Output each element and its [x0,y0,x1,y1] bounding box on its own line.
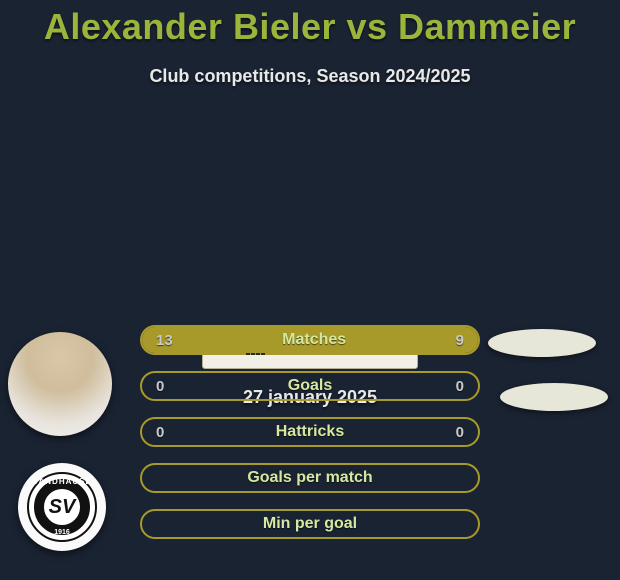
stat-row: 13 Matches 9 [140,325,480,355]
stat-label: Goals per match [247,469,372,487]
stat-label: Min per goal [263,515,357,533]
stat-value-right: 9 [456,332,464,349]
stat-value-left: 0 [156,424,164,441]
club-ring-bottom-text: 1916 [54,529,70,536]
comparison-content: SANDHAUSE SV 1916 13Matches90Goals00Hatt… [0,325,620,408]
club-badge-inner: SANDHAUSE SV 1916 [27,472,97,542]
player-photo-left [8,332,112,436]
stat-row: 0 Goals 0 [140,371,480,401]
stat-row: Min per goal [140,509,480,539]
stat-value-right: 0 [456,424,464,441]
stat-value-left: 0 [156,378,164,395]
player-oval-right-1 [488,329,596,357]
club-ring-top-text: SANDHAUSE [32,477,92,486]
stat-label: Hattricks [276,423,344,441]
club-badge-left: SANDHAUSE SV 1916 [18,463,106,551]
club-abbrev: SV [47,497,78,517]
stat-value-right: 0 [456,378,464,395]
stat-row: Goals per match [140,463,480,493]
stat-label: Matches [282,331,346,349]
player-oval-right-2 [500,383,608,411]
stat-value-left: 13 [156,332,173,349]
stat-rows: 13 Matches 9 0 Goals 0 0 Hattricks 0 Goals per ma… [140,325,480,555]
page-title: Alexander Bieler vs Dammeier [0,0,620,48]
stat-label: Goals [288,377,332,395]
season-subtitle: Club competitions, Season 2024/2025 [0,66,620,87]
stat-row: 0 Hattricks 0 [140,417,480,447]
